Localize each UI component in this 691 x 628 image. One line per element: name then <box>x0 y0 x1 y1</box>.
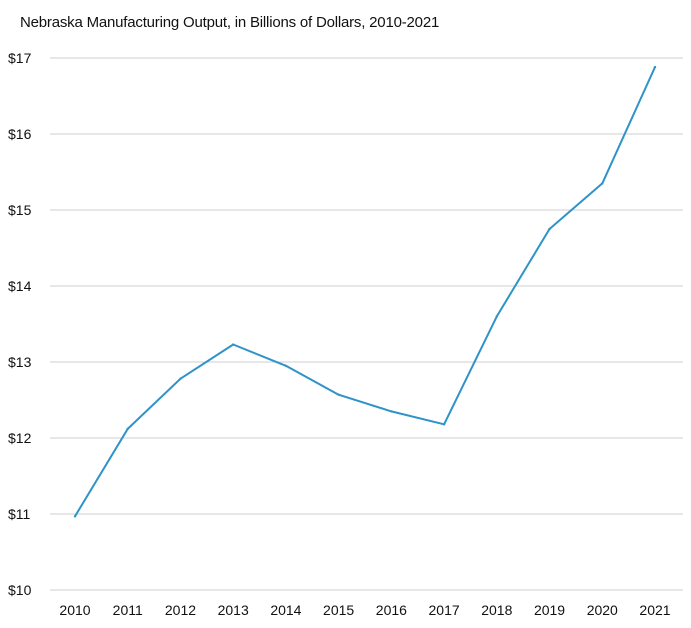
data-point-2012 <box>179 377 182 380</box>
y-tick-label: $12 <box>8 430 32 446</box>
gridlines <box>50 57 683 591</box>
series-layer <box>74 66 656 518</box>
x-tick-label: 2013 <box>218 602 249 618</box>
data-point-2011 <box>126 427 129 431</box>
series-line-0 <box>74 66 656 518</box>
data-points <box>73 65 657 518</box>
x-tick-label: 2020 <box>587 602 618 618</box>
x-tick-label: 2014 <box>270 602 301 618</box>
y-tick-label: $17 <box>8 50 32 66</box>
data-point-2015 <box>337 393 340 396</box>
data-point-2019 <box>548 227 551 231</box>
y-tick-label: $11 <box>8 506 31 522</box>
x-tick-label: 2015 <box>323 602 354 618</box>
y-tick-label: $10 <box>8 582 32 598</box>
data-point-2018 <box>495 315 499 318</box>
y-tick-label: $16 <box>8 126 32 142</box>
x-axis-tick-labels: 2010 2011 2012 2013 2014 2015 2016 2017 2018 2019… <box>59 602 670 618</box>
x-tick-label: 2012 <box>165 602 196 618</box>
y-axis-tick-labels: $10 $11 $12 $13 $14 $15 $16 $17 <box>8 50 32 598</box>
x-tick-label: 2019 <box>534 602 565 618</box>
x-tick-label: 2021 <box>639 602 670 618</box>
x-tick-label: 2010 <box>59 602 90 618</box>
data-point-2021 <box>653 65 657 69</box>
data-point-2016 <box>390 410 393 413</box>
x-tick-label: 2016 <box>376 602 407 618</box>
data-point-2017 <box>442 423 446 426</box>
data-point-2013 <box>231 343 235 346</box>
data-point-2010 <box>73 515 77 518</box>
data-point-2020 <box>601 182 604 185</box>
y-tick-label: $15 <box>8 202 32 218</box>
data-point-2014 <box>284 364 288 367</box>
y-tick-label: $13 <box>8 354 32 370</box>
y-tick-label: $14 <box>8 278 32 294</box>
chart-title: Nebraska Manufacturing Output, in Billio… <box>20 14 440 31</box>
x-tick-label: 2017 <box>429 602 460 618</box>
x-tick-label: 2018 <box>481 602 512 618</box>
x-tick-label: 2011 <box>113 602 143 618</box>
